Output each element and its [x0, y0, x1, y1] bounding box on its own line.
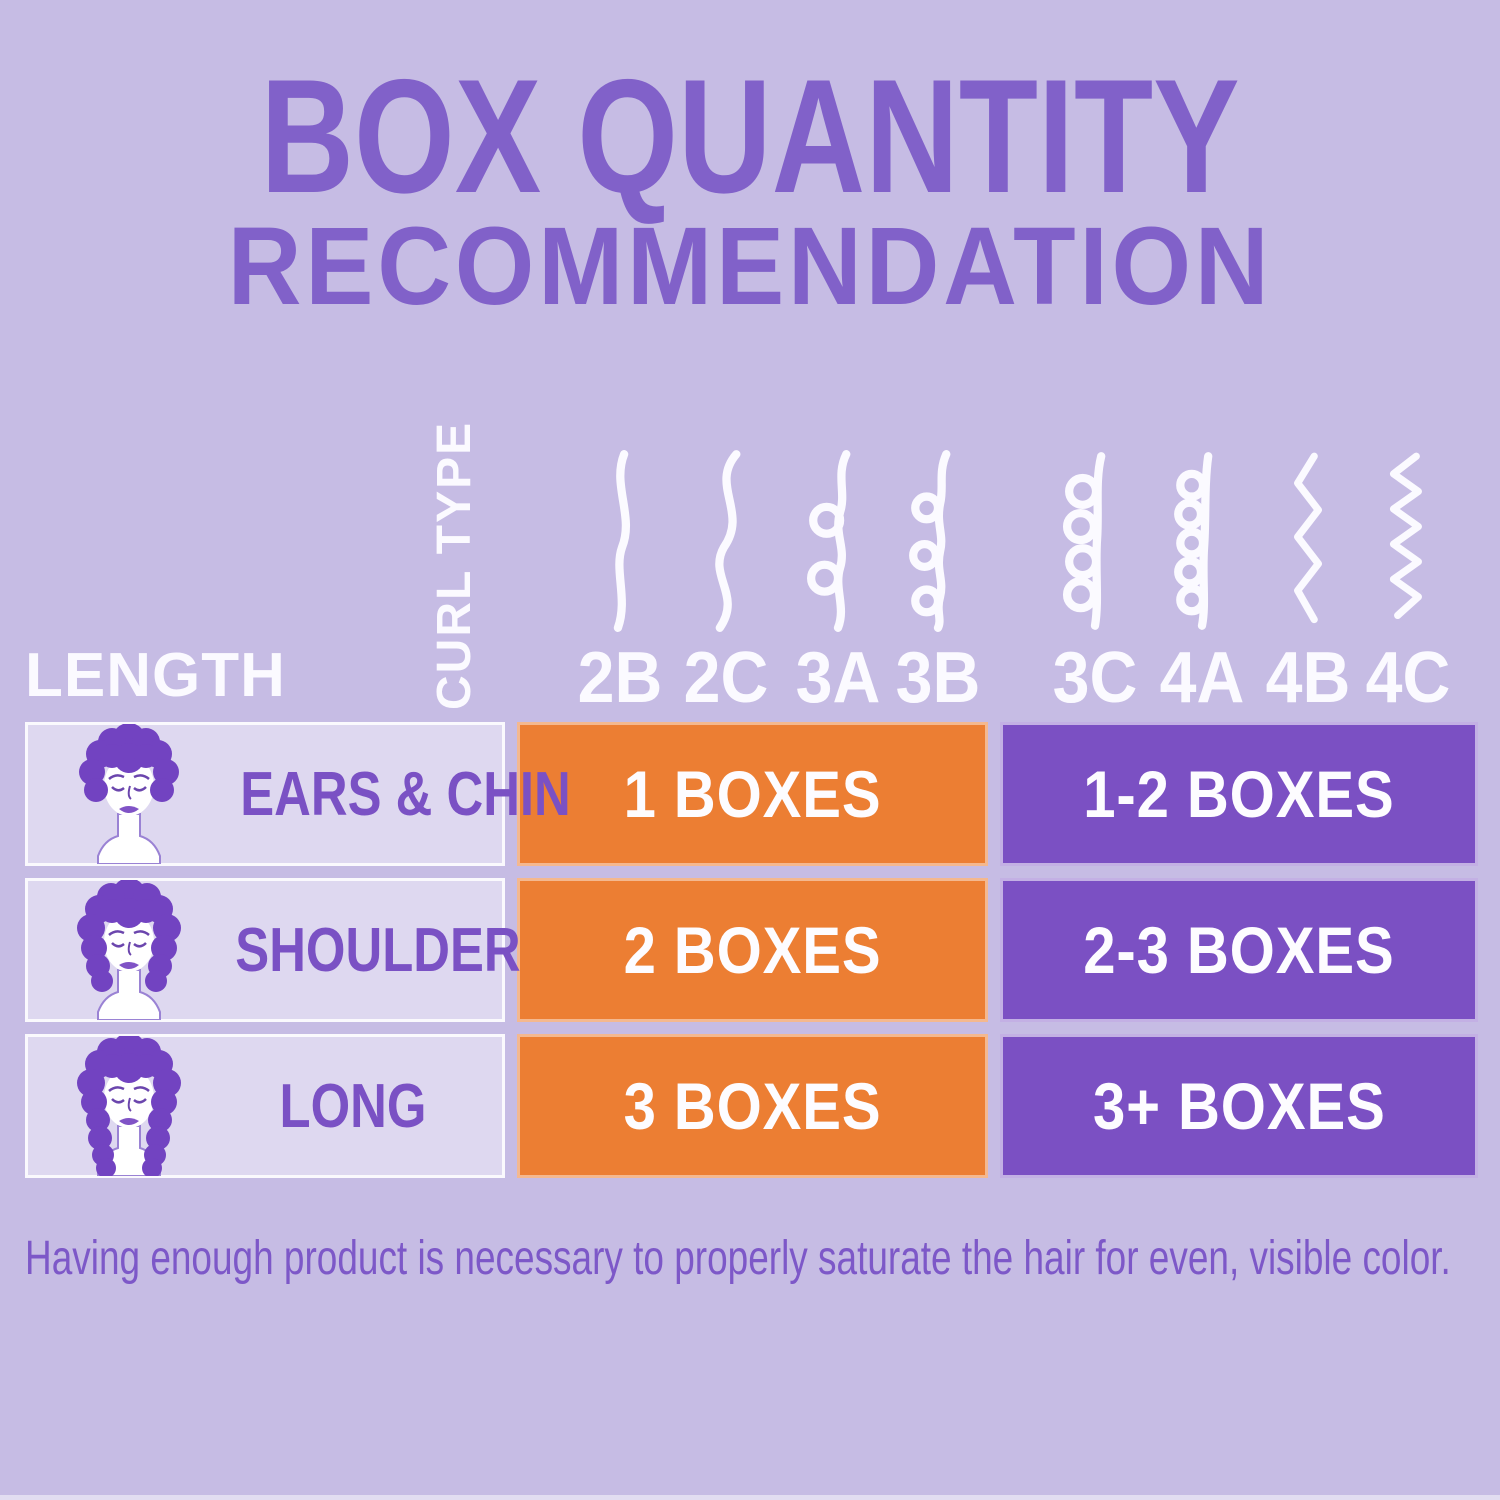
length-column-header: LENGTH — [25, 641, 286, 710]
tight-coil-icon — [1174, 452, 1213, 630]
footer-note: Having enough product is necessary to pr… — [25, 1232, 1451, 1285]
curl-type-label: 2C — [683, 638, 769, 718]
page-title-line1: BOX QUANTITY — [260, 46, 1240, 227]
ears-chin-hair-face-icon — [79, 724, 179, 864]
tight-zigzag-icon — [1389, 452, 1422, 620]
curl-icon — [909, 450, 951, 632]
coil-icon — [1062, 452, 1106, 630]
curl-col-3b: 3B — [886, 448, 990, 714]
box-count-value: 3+ BOXES — [1092, 1069, 1386, 1143]
box-count-value: 1 BOXES — [623, 757, 882, 831]
curl-type-label: 3A — [795, 638, 881, 718]
recommendation-table: EARS & CHIN 1 BOXES 1-2 BOXES — [25, 722, 1478, 1178]
value-cell-orange: 2 BOXES — [517, 878, 988, 1022]
value-cell-orange: 3 BOXES — [517, 1034, 988, 1178]
box-count-value: 1-2 BOXES — [1083, 757, 1395, 831]
curl-type-label: 3C — [1052, 638, 1138, 718]
value-cell-purple: 3+ BOXES — [1000, 1034, 1478, 1178]
length-label: SHOULDER — [235, 915, 521, 985]
loose-wave-icon — [613, 450, 630, 632]
curl-col-4b: 4B — [1256, 448, 1360, 714]
curl-col-4c: 4C — [1356, 448, 1460, 714]
row-label-shoulder: SHOULDER — [25, 878, 521, 1022]
curl-col-3c: 3C — [1043, 448, 1147, 714]
curl-type-label: 4C — [1365, 638, 1451, 718]
wave-icon — [715, 450, 741, 632]
curl-col-4a: 4A — [1150, 448, 1254, 714]
loose-curl-icon — [807, 450, 851, 632]
long-hair-face-icon — [77, 1036, 181, 1176]
value-cell-purple: 2-3 BOXES — [1000, 878, 1478, 1022]
bottom-edge — [0, 1495, 1500, 1500]
box-count-value: 2-3 BOXES — [1083, 913, 1395, 987]
row-label-long: LONG — [25, 1034, 505, 1178]
curl-type-label: 4B — [1265, 638, 1351, 718]
shoulder-hair-face-icon — [77, 880, 181, 1020]
curl-type-label: 4A — [1159, 638, 1245, 718]
curl-type-label: 2B — [577, 638, 663, 718]
curl-type-label: 3B — [895, 638, 981, 718]
value-cell-purple: 1-2 BOXES — [1000, 722, 1478, 866]
box-count-value: 3 BOXES — [623, 1069, 882, 1143]
box-count-value: 2 BOXES — [623, 913, 882, 987]
curl-col-3a: 3A — [786, 448, 890, 714]
curl-col-2b: 2B — [568, 448, 672, 714]
curl-col-2c: 2C — [674, 448, 778, 714]
page-title-line2: RECOMMENDATION — [227, 205, 1273, 328]
curl-type-column-header: CURL TYPE — [428, 420, 481, 710]
zigzag-icon — [1294, 452, 1322, 624]
row-label-ears-chin: EARS & CHIN — [25, 722, 571, 866]
length-label: LONG — [279, 1071, 427, 1141]
length-label: EARS & CHIN — [240, 759, 571, 829]
value-cell-orange: 1 BOXES — [517, 722, 988, 866]
